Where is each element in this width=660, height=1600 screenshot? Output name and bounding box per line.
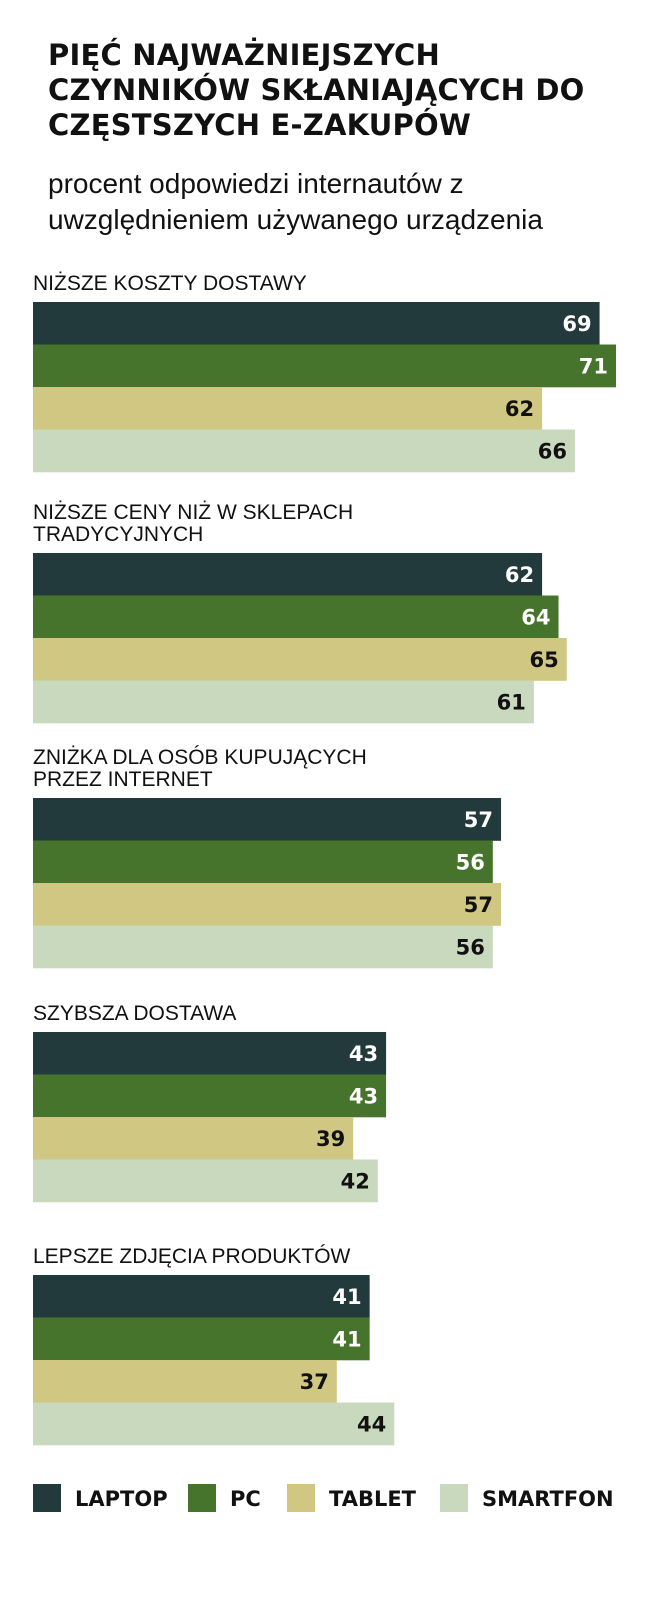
category-label: LEPSZE ZDJĘCIA PRODUKTÓW	[33, 1245, 351, 1268]
legend-swatch-smartfon	[440, 1484, 468, 1512]
bar-laptop	[33, 1032, 387, 1075]
value-label: 57	[464, 808, 493, 832]
legend-swatch-pc	[188, 1484, 216, 1512]
value-label: 69	[562, 312, 591, 336]
legend-label-tablet: TABLET	[329, 1487, 417, 1511]
value-label: 57	[464, 893, 493, 917]
bar-laptop	[33, 553, 543, 596]
bar-tablet	[33, 387, 543, 430]
value-label: 61	[497, 690, 526, 714]
value-label: 64	[521, 605, 550, 629]
bar-pc	[33, 1074, 387, 1118]
bar-smartfon	[33, 1159, 378, 1203]
legend: LAPTOP PC TABLET SMARTFON	[33, 1484, 643, 1514]
value-label: 71	[579, 354, 608, 378]
bar-laptop	[33, 302, 600, 345]
legend-label-smartfon: SMARTFON	[482, 1487, 614, 1511]
chart-subtitle: procent odpowiedzi internautów z uwzględ…	[48, 168, 543, 235]
bar-tablet	[33, 638, 567, 681]
bar-pc	[33, 595, 559, 639]
bar-tablet	[33, 883, 502, 926]
bar-smartfon	[33, 1402, 395, 1446]
bar-smartfon	[33, 680, 534, 724]
bar-pc	[33, 840, 493, 884]
legend-swatch-laptop	[33, 1484, 61, 1512]
value-label: 39	[316, 1127, 345, 1151]
value-label: 43	[349, 1084, 378, 1108]
value-label: 62	[505, 563, 534, 587]
value-label: 37	[300, 1370, 329, 1394]
legend-label-pc: PC	[230, 1487, 261, 1511]
bar-smartfon	[33, 925, 493, 969]
value-label: 42	[341, 1169, 370, 1193]
bar-tablet	[33, 1117, 354, 1160]
value-label: 56	[456, 850, 485, 874]
category-label: ZNIŻKA DLA OSÓB KUPUJĄCYCH PRZEZ INTERNET	[33, 746, 367, 791]
value-label: 41	[332, 1327, 361, 1351]
bar-smartfon	[33, 429, 575, 473]
category-label: NIŻSZE KOSZTY DOSTAWY	[33, 272, 307, 295]
value-label: 44	[357, 1412, 386, 1436]
legend-label-laptop: LAPTOP	[75, 1487, 168, 1511]
value-label: 62	[505, 397, 534, 421]
chart-title: PIĘĆ NAJWAŻNIEJSZYCH CZYNNIKÓW SKŁANIAJĄ…	[48, 38, 585, 142]
bar-laptop	[33, 1275, 370, 1318]
bar-pc	[33, 344, 616, 388]
category-label: NIŻSZE CENY NIŻ W SKLEPACH TRADYCYJNYCH	[33, 501, 353, 546]
bar-tablet	[33, 1360, 337, 1403]
category-label: SZYBSZA DOSTAWA	[33, 1002, 236, 1025]
value-label: 66	[538, 439, 567, 463]
value-label: 56	[456, 935, 485, 959]
value-label: 65	[529, 648, 558, 672]
legend-swatch-tablet	[287, 1484, 315, 1512]
value-label: 41	[332, 1285, 361, 1309]
value-label: 43	[349, 1042, 378, 1066]
bar-pc	[33, 1317, 370, 1361]
bar-laptop	[33, 798, 502, 841]
